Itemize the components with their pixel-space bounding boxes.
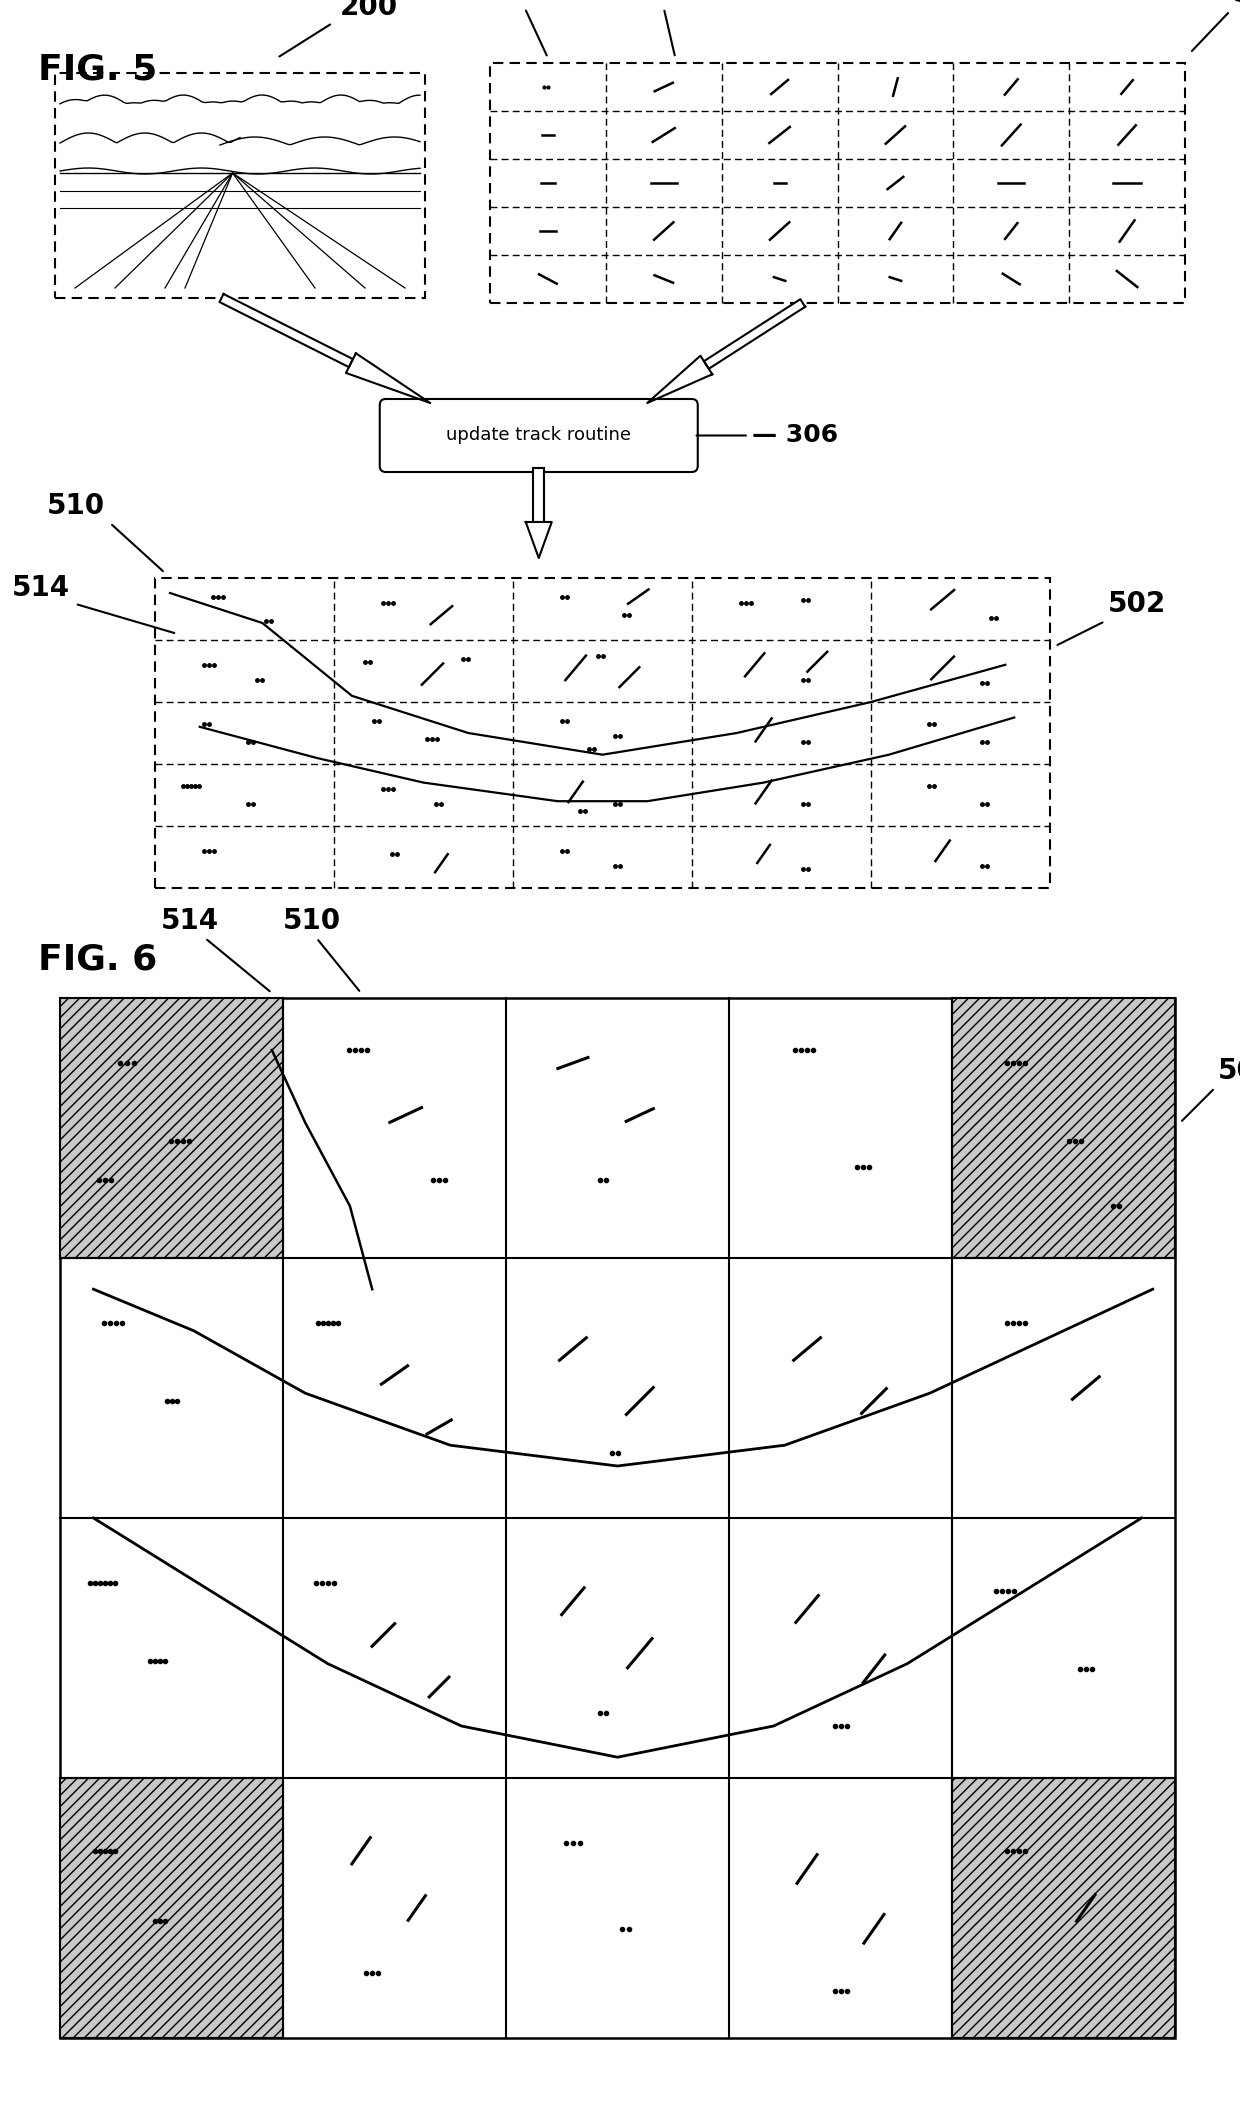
Polygon shape [219,294,353,366]
Text: 510: 510 [635,0,693,4]
Text: 510: 510 [47,491,105,521]
Bar [490,64,1185,303]
Bar [533,468,544,521]
Text: 502: 502 [1218,1057,1240,1084]
Polygon shape [526,521,552,557]
Polygon shape [647,356,712,402]
Text: 514: 514 [160,907,218,934]
Text: FIG. 6: FIG. 6 [38,943,157,976]
Text: 514: 514 [12,574,69,602]
Text: 500: 500 [1233,0,1240,8]
Bar [55,72,425,299]
Bar [952,998,1176,1258]
Bar [383,402,693,468]
Text: 512: 512 [490,0,548,4]
Bar [60,1777,283,2038]
Text: 502: 502 [1109,591,1167,618]
Text: 510: 510 [283,907,341,934]
Bar [60,998,1176,2038]
Bar [60,998,283,1258]
Text: FIG. 5: FIG. 5 [38,53,157,87]
Bar [952,1777,1176,2038]
Text: — 306: — 306 [751,424,838,447]
FancyBboxPatch shape [379,398,698,472]
Text: update track routine: update track routine [446,426,631,445]
Text: 200: 200 [340,0,398,21]
Polygon shape [704,299,805,369]
Bar [155,578,1050,887]
Polygon shape [346,354,430,402]
